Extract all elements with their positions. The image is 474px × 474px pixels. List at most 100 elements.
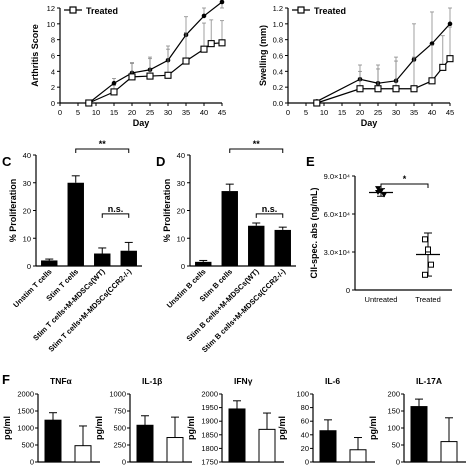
untreated-point	[201, 13, 207, 19]
y-tick-label: 0	[346, 286, 350, 295]
y-tick-label: 0.8	[273, 36, 283, 45]
x-tick-label: 35	[182, 108, 190, 117]
x-tick-label: 5	[304, 108, 308, 117]
x-tick-label: 25	[146, 108, 154, 117]
y-tick-label: 4	[51, 67, 55, 76]
significance-label: **	[253, 139, 261, 149]
legend-marker	[69, 6, 77, 14]
bar	[67, 182, 84, 266]
y-tick-label: 40	[301, 430, 309, 439]
significance-label: **	[99, 139, 107, 149]
y-tick-label: 0.6	[273, 52, 283, 61]
bar	[221, 191, 238, 266]
arthritis-score-chart: 0 2 4 6 8 10 12 0 5 10 15 20 25 30 35 40 45 Day Arthritis …	[30, 0, 226, 128]
category-label: Unstim B cells	[165, 267, 208, 310]
y-tick-label: 20	[23, 207, 31, 216]
cytokine-title: IL-6	[325, 376, 340, 386]
y-tick-label: 100	[296, 390, 309, 399]
x-tick-label: 30	[392, 108, 400, 117]
y-tick-label: 80	[301, 403, 309, 412]
y-tick-label: 150	[387, 407, 400, 416]
y-axis-title: % Proliferation	[162, 179, 172, 243]
treated-point	[182, 57, 190, 65]
data-point	[381, 192, 387, 198]
y-axis-title: pg/ml	[186, 416, 196, 440]
y-tick-label: 60	[301, 417, 309, 426]
treated-point	[439, 63, 447, 71]
y-axis-title: pg/ml	[2, 416, 12, 440]
antibody-scatter-chart: 0 3.0×10⁴ 6.0×10⁴ 9.0×10⁴ CII-spec. abs (ng/…	[309, 172, 452, 304]
x-tick-label: 30	[164, 108, 172, 117]
treated-point	[164, 71, 172, 79]
cytokine-title: TNFα	[50, 376, 73, 386]
y-tick-label: 8	[51, 36, 55, 45]
x-tick-label: 40	[200, 108, 208, 117]
y-axis-title: pg/ml	[94, 416, 104, 440]
untreated-point	[111, 80, 117, 86]
y-tick-label: 10	[47, 20, 55, 29]
y-tick-label: 0.2	[273, 83, 283, 92]
data-point	[425, 246, 431, 253]
y-tick-label: 0	[122, 458, 126, 467]
significance-label: *	[403, 174, 407, 184]
treated-point	[85, 99, 93, 107]
untreated-point	[219, 0, 225, 5]
bar	[274, 229, 291, 266]
bar	[120, 250, 137, 266]
significance-bracket	[101, 213, 130, 218]
y-tick-label: 20	[177, 207, 185, 216]
x-axis-title: Day	[361, 118, 378, 128]
untreated-point	[447, 21, 453, 27]
y-tick-label: 0	[30, 458, 34, 467]
y-tick-label: 2000	[17, 390, 34, 399]
treated-point	[428, 77, 436, 85]
treated-bar	[349, 449, 367, 463]
data-point	[422, 271, 428, 278]
y-tick-label: 500	[21, 441, 34, 450]
y-tick-label: 0.4	[273, 67, 283, 76]
y-tick-label: 6.0×10⁴	[324, 210, 350, 219]
y-tick-label: 30	[177, 179, 185, 188]
y-tick-label: 0.0	[273, 99, 283, 108]
treated-point	[110, 88, 118, 96]
data-point	[428, 261, 434, 268]
y-tick-label: 250	[113, 441, 126, 450]
y-axis-title: pg/ml	[277, 416, 287, 440]
panel-label-d: D	[156, 154, 165, 169]
treated-point	[356, 85, 364, 93]
x-tick-label: 10	[92, 108, 100, 117]
swelling-chart: 0.0 0.2 0.4 0.6 0.8 1.0 1.2 0 5 10 15 20 25 30 35 40 45 D…	[258, 4, 454, 128]
y-tick-label: 1750	[201, 458, 218, 467]
y-tick-label: 0	[181, 262, 185, 271]
y-tick-label: 10	[23, 234, 31, 243]
treated-bar	[440, 441, 458, 463]
x-tick-label: 35	[410, 108, 418, 117]
y-tick-label: 40	[23, 151, 31, 160]
y-tick-label: 1950	[201, 403, 218, 412]
y-tick-label: 1000	[109, 390, 126, 399]
legend-label: Treated	[86, 6, 118, 16]
y-tick-label: 20	[301, 444, 309, 453]
y-axis-title: Arthritis Score	[30, 24, 40, 87]
cytokine-title: IL-1β	[142, 376, 162, 386]
legend-marker	[297, 6, 305, 14]
treated-point	[410, 85, 418, 93]
untreated-bar	[44, 419, 62, 463]
y-tick-label: 30	[23, 179, 31, 188]
untreated-bar	[136, 424, 154, 463]
untreated-series-line	[316, 23, 451, 102]
significance-bracket	[75, 148, 130, 153]
treated-point	[374, 85, 382, 93]
panel-label-c: C	[2, 154, 12, 169]
data-point	[375, 189, 381, 195]
treated-bar	[74, 445, 92, 463]
x-tick-label: 45	[218, 108, 226, 117]
legend-label: Treated	[314, 6, 346, 16]
y-tick-label: 2000	[201, 390, 218, 399]
significance-label: n.s.	[262, 204, 278, 214]
y-tick-label: 1800	[201, 444, 218, 453]
bar	[41, 260, 58, 266]
treated-bar	[258, 428, 276, 463]
category-label: Unstim T cells	[11, 267, 53, 309]
